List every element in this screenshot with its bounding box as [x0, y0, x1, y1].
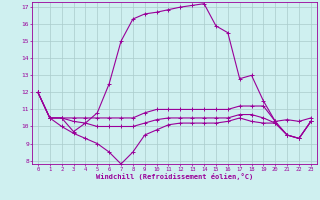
X-axis label: Windchill (Refroidissement éolien,°C): Windchill (Refroidissement éolien,°C)	[96, 173, 253, 180]
